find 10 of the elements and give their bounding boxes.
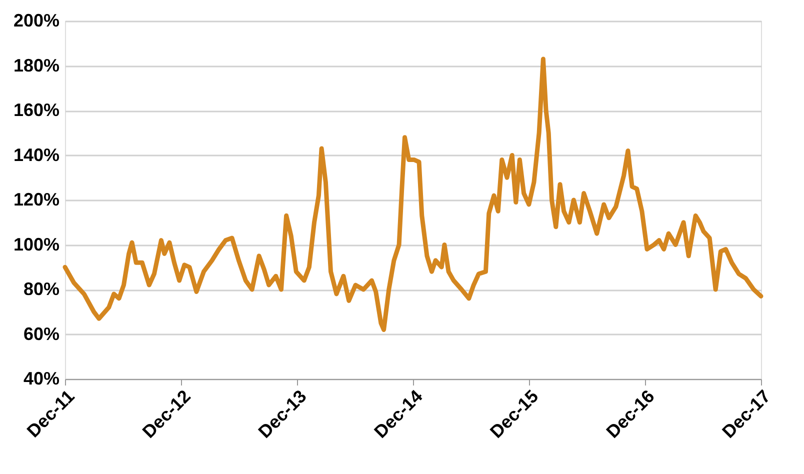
y-tick-label: 140% [13,144,60,165]
y-tick-label: 180% [13,55,60,76]
y-tick-label: 100% [13,234,60,254]
y-tick-label: 40% [23,368,60,388]
y-tick-label: 160% [13,100,60,120]
y-tick-label: 200% [13,10,60,30]
y-tick-label: 80% [23,279,60,299]
y-tick-label: 120% [13,190,60,210]
line-series [62,56,764,332]
y-tick-label: 60% [23,324,60,344]
